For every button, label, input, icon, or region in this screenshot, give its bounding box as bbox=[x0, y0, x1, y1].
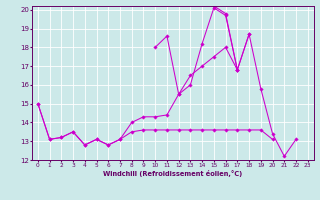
X-axis label: Windchill (Refroidissement éolien,°C): Windchill (Refroidissement éolien,°C) bbox=[103, 170, 243, 177]
